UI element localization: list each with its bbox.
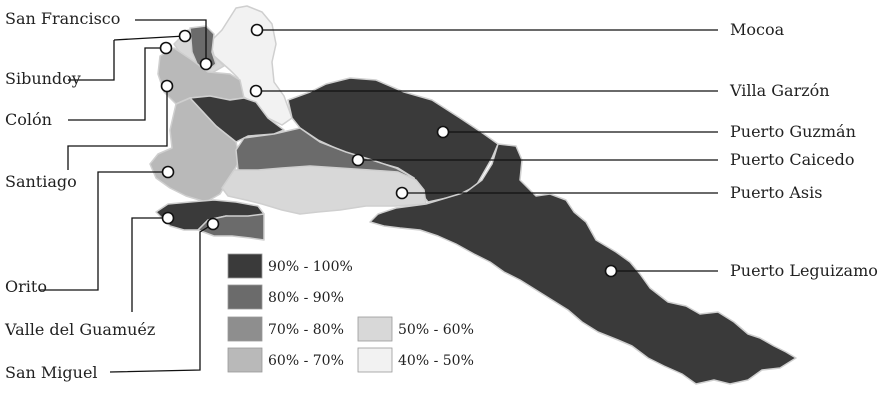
town-marker-villa-garzon xyxy=(249,84,263,98)
label-colon: Colón xyxy=(5,110,52,129)
label-valle-del-guamuez: Valle del Guamuéz xyxy=(4,320,155,339)
town-marker-santiago xyxy=(160,79,174,93)
legend-label-80-90: 80% - 90% xyxy=(268,290,344,306)
legend-label-40-50: 40% - 50% xyxy=(398,353,474,369)
town-marker-puerto-caicedo xyxy=(351,153,365,167)
leader-line-santiago xyxy=(67,86,168,170)
town-marker-layer xyxy=(159,23,618,278)
leader-line-san-francisco xyxy=(135,19,207,63)
label-san-francisco: San Francisco xyxy=(5,9,120,28)
legend-label-60-70: 60% - 70% xyxy=(268,353,344,369)
legend-swatch-40-50 xyxy=(357,347,393,373)
leader-line-sibundoy xyxy=(68,40,115,81)
town-marker-san-miguel xyxy=(206,217,220,231)
town-marker-valle-del-guamuez xyxy=(161,211,175,225)
leader-line-valle xyxy=(131,217,168,312)
legend-label-50-60: 50% - 60% xyxy=(398,322,474,338)
town-marker-puerto-guzman xyxy=(436,125,450,139)
label-orito: Orito xyxy=(5,277,47,296)
label-sibundoy: Sibundoy xyxy=(5,69,81,88)
region-puerto-asis xyxy=(221,165,427,215)
leader-line-orito xyxy=(40,171,168,291)
legend-swatch-90-100 xyxy=(227,253,263,279)
label-puerto-asis: Puerto Asis xyxy=(730,183,822,202)
label-san-miguel: San Miguel xyxy=(5,363,98,382)
town-marker-sibundoy xyxy=(178,29,192,43)
legend-swatch-80-90 xyxy=(227,284,263,310)
label-santiago: Santiago xyxy=(5,172,77,191)
label-puerto-guzman: Puerto Guzmán xyxy=(730,122,856,141)
leader-line-sibundoy-stub xyxy=(113,35,186,41)
region-layer xyxy=(149,5,797,385)
label-mocoa: Mocoa xyxy=(730,20,785,39)
town-marker-san-francisco xyxy=(199,57,213,71)
legend-label-70-80: 70% - 80% xyxy=(268,322,344,338)
region-puerto-leguizamo xyxy=(369,143,797,385)
town-marker-mocoa xyxy=(250,23,264,37)
label-layer: San Francisco Sibundoy Colón Santiago Or… xyxy=(4,9,878,382)
label-villa-garzon: Villa Garzón xyxy=(729,81,830,100)
legend: 90% - 100% 80% - 90% 70% - 80% 60% - 70%… xyxy=(227,253,474,373)
town-marker-puerto-asis xyxy=(395,186,409,200)
legend-label-90-100: 90% - 100% xyxy=(268,259,353,275)
town-marker-puerto-leguizamo xyxy=(604,264,618,278)
leader-line-san-miguel xyxy=(109,223,214,373)
legend-swatch-70-80 xyxy=(227,316,263,342)
label-puerto-leguizamo: Puerto Leguizamo xyxy=(730,261,878,280)
legend-swatch-50-60 xyxy=(357,316,393,342)
leader-line-colon xyxy=(68,47,165,121)
town-marker-colon xyxy=(159,41,173,55)
leader-line-layer xyxy=(40,19,718,373)
legend-swatch-60-70 xyxy=(227,347,263,373)
label-puerto-caicedo: Puerto Caicedo xyxy=(730,150,855,169)
town-marker-orito xyxy=(161,165,175,179)
